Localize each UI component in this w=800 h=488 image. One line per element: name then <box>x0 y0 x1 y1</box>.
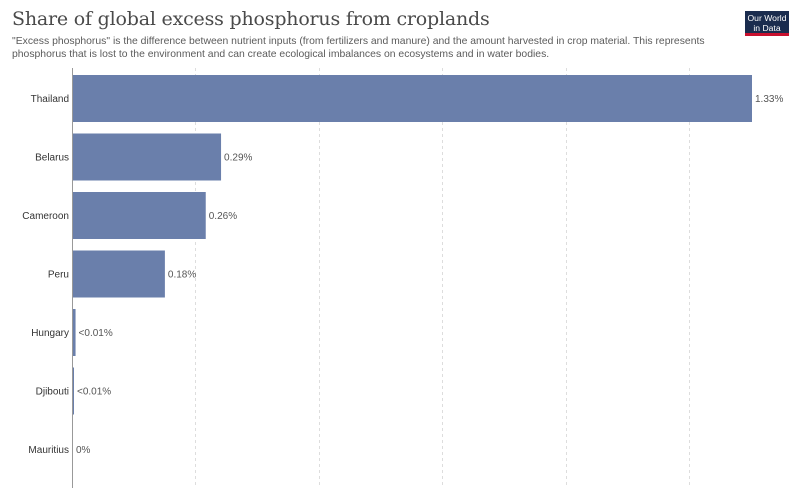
bar-hungary <box>73 309 76 356</box>
value-label-mauritius: 0% <box>76 445 91 456</box>
category-label-peru: Peru <box>48 270 69 281</box>
bar-thailand <box>73 75 752 122</box>
value-label-belarus: 0.29% <box>224 153 252 164</box>
value-label-cameroon: 0.26% <box>209 211 237 222</box>
logo-line-1: Our World <box>747 13 787 23</box>
bar-cameroon <box>73 192 206 239</box>
category-label-mauritius: Mauritius <box>28 445 69 456</box>
chart-title: Share of global excess phosphorus from c… <box>12 8 490 30</box>
value-label-thailand: 1.33% <box>755 94 783 105</box>
value-label-djibouti: <0.01% <box>77 387 111 398</box>
category-label-hungary: Hungary <box>31 328 69 339</box>
category-label-djibouti: Djibouti <box>36 387 69 398</box>
category-label-belarus: Belarus <box>35 153 69 164</box>
bar-djibouti <box>73 367 74 415</box>
category-label-thailand: Thailand <box>31 94 69 105</box>
value-label-peru: 0.18% <box>168 270 196 281</box>
bar-peru <box>73 250 165 298</box>
logo-line-2: in Data <box>753 23 781 33</box>
owid-logo[interactable]: Our World in Data <box>745 11 789 36</box>
category-label-cameroon: Cameroon <box>22 211 69 222</box>
chart-subtitle: "Excess phosphorus" is the difference be… <box>12 36 705 60</box>
bar-belarus <box>73 133 222 181</box>
value-label-hungary: <0.01% <box>79 328 113 339</box>
